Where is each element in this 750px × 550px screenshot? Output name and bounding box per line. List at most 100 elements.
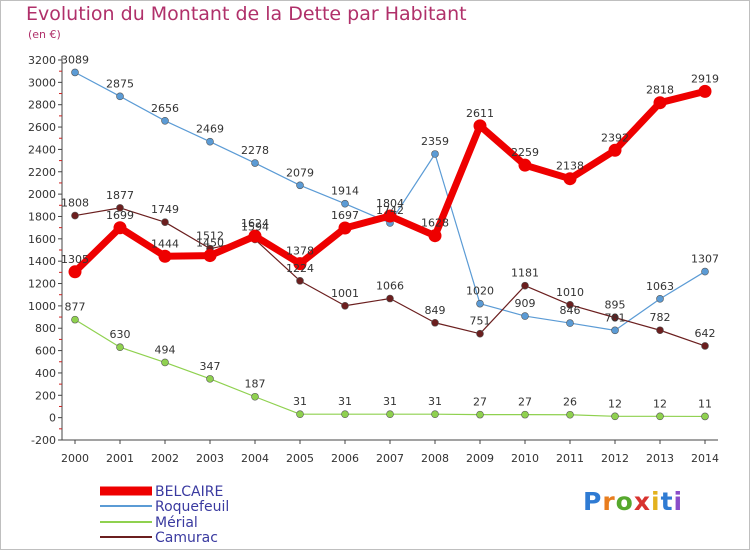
- data-point: [293, 257, 307, 271]
- data-point: [116, 343, 124, 352]
- x-tick-label: 2005: [286, 452, 314, 465]
- data-label: 1594: [241, 220, 269, 233]
- data-point: [386, 410, 394, 418]
- data-label: 1628: [421, 217, 449, 230]
- data-point: [611, 326, 619, 335]
- data-label: 1001: [331, 287, 359, 300]
- data-label: 909: [515, 297, 536, 310]
- chart-title: Evolution du Montant de la Dette par Hab…: [26, 3, 467, 25]
- data-point: [203, 249, 217, 263]
- y-tick-label: -200: [31, 434, 56, 447]
- data-label: 31: [383, 395, 397, 408]
- data-point: [116, 92, 124, 101]
- data-point: [206, 137, 214, 146]
- y-tick-label: 2400: [28, 143, 56, 156]
- data-point: [608, 143, 622, 157]
- data-label: 12: [653, 397, 667, 410]
- x-tick-label: 2003: [196, 452, 224, 465]
- x-tick-label: 2008: [421, 452, 449, 465]
- data-point: [428, 229, 442, 243]
- data-label: 1444: [151, 237, 179, 250]
- data-point: [656, 326, 664, 335]
- data-label: 895: [605, 299, 626, 312]
- data-point: [341, 199, 349, 208]
- data-point: [521, 281, 529, 290]
- data-point: [473, 119, 487, 133]
- legend-label: Roquefeuil: [155, 499, 229, 515]
- data-point: [518, 158, 532, 172]
- data-point: [161, 218, 169, 226]
- data-point: [161, 117, 169, 125]
- data-label: 2919: [691, 72, 719, 85]
- data-point: [296, 277, 304, 285]
- data-label: 781: [605, 311, 626, 324]
- data-label: 1808: [61, 197, 89, 210]
- data-label: 751: [470, 315, 491, 328]
- x-tick-label: 2006: [331, 452, 359, 465]
- series-line-camurac: [74, 207, 706, 347]
- y-tick-label: 1400: [28, 255, 56, 268]
- x-tick-label: 2011: [556, 452, 584, 465]
- data-label: 187: [245, 378, 266, 391]
- legend-label: Camurac: [155, 530, 218, 546]
- y-tick-label: 2600: [28, 121, 56, 134]
- data-point: [341, 410, 349, 418]
- data-point: [338, 221, 352, 235]
- data-point: [158, 249, 172, 263]
- data-point: [71, 211, 79, 220]
- y-tick-label: 3000: [28, 76, 56, 89]
- data-point: [296, 410, 304, 418]
- data-label: 2818: [646, 84, 674, 97]
- data-label: 1914: [331, 185, 359, 198]
- data-label: 11: [698, 397, 712, 410]
- data-point: [71, 68, 79, 77]
- legend-label: BELCAIRE: [155, 484, 223, 500]
- data-label: 2656: [151, 102, 179, 115]
- data-point: [431, 318, 439, 327]
- data-point: [566, 410, 574, 419]
- data-label: 1450: [196, 237, 224, 250]
- data-label: 630: [110, 328, 131, 341]
- data-label: 1224: [286, 262, 314, 275]
- data-label: 1624: [241, 217, 269, 230]
- data-label: 1699: [106, 209, 134, 222]
- data-point: [113, 221, 127, 235]
- data-label: 1307: [691, 253, 719, 266]
- data-point: [251, 159, 259, 167]
- data-label: 1697: [331, 209, 359, 222]
- data-label: 31: [428, 395, 442, 408]
- y-tick-label: 1000: [28, 300, 56, 313]
- data-point: [161, 358, 169, 367]
- data-point: [476, 410, 484, 419]
- data-point: [476, 299, 484, 308]
- data-point: [701, 267, 709, 276]
- data-point: [701, 412, 709, 421]
- data-label: 26: [563, 396, 577, 409]
- data-label: 27: [518, 396, 532, 409]
- x-tick-label: 2012: [601, 452, 629, 465]
- x-tick-label: 2000: [61, 452, 89, 465]
- data-point: [611, 412, 619, 421]
- y-tick-label: 3200: [28, 54, 56, 67]
- data-label: 1742: [376, 204, 404, 217]
- x-tick-label: 2013: [646, 452, 674, 465]
- data-point: [386, 294, 394, 303]
- proxiti-logo: Proxiti: [583, 487, 684, 516]
- data-point: [698, 84, 712, 98]
- data-point: [206, 375, 214, 383]
- x-tick-label: 2010: [511, 452, 539, 465]
- data-label: 642: [695, 327, 716, 340]
- x-tick-label: 2002: [151, 452, 179, 465]
- y-tick-label: 1600: [28, 233, 56, 246]
- data-label: 1063: [646, 280, 674, 293]
- data-point: [383, 209, 397, 223]
- y-tick-label: 200: [35, 389, 56, 402]
- data-label: 31: [293, 395, 307, 408]
- legend-label: Mérial: [155, 515, 198, 531]
- data-point: [701, 342, 709, 350]
- y-tick-label: 2000: [28, 188, 56, 201]
- y-tick-label: 2800: [28, 99, 56, 112]
- data-label: 12: [608, 397, 622, 410]
- data-label: 27: [473, 396, 487, 409]
